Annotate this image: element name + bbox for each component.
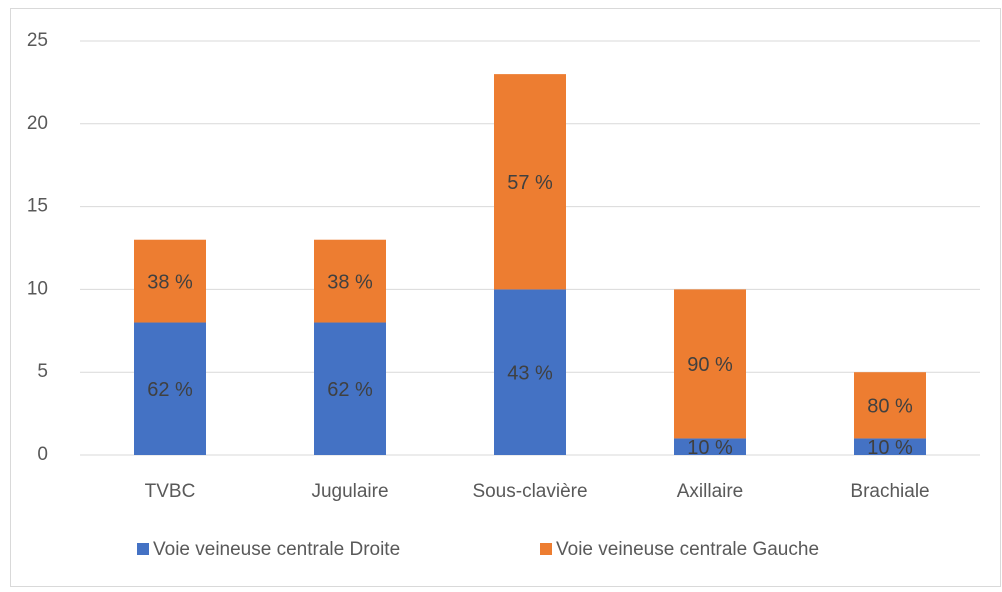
bar-segment <box>854 372 926 439</box>
bar-segment <box>314 322 386 455</box>
x-tick-label: TVBC <box>145 481 196 502</box>
x-tick-label: Brachiale <box>850 481 929 502</box>
data-label: 43 % <box>507 362 553 384</box>
data-label: 62 % <box>327 379 373 401</box>
y-tick-label: 20 <box>27 113 48 134</box>
legend-label: Voie veineuse centrale Gauche <box>556 539 819 560</box>
y-tick-label: 0 <box>37 444 48 465</box>
y-tick-label: 10 <box>27 278 48 299</box>
data-label: 10 % <box>687 437 733 459</box>
bar-segment <box>494 74 566 290</box>
x-tick-label: Axillaire <box>677 481 744 502</box>
data-label: 90 % <box>687 354 733 376</box>
bar-segment <box>494 289 566 455</box>
legend-label: Voie veineuse centrale Droite <box>153 539 400 560</box>
data-label: 10 % <box>867 437 913 459</box>
y-tick-label: 15 <box>27 196 48 217</box>
bar-segment <box>674 438 746 455</box>
y-tick-label: 25 <box>27 30 48 51</box>
legend-swatch <box>137 543 149 555</box>
bar-segment <box>674 289 746 439</box>
legend-swatch <box>540 543 552 555</box>
bar-segment <box>854 438 926 455</box>
bar-segment <box>134 239 206 323</box>
data-label: 57 % <box>507 172 553 194</box>
bar-segment <box>134 322 206 455</box>
data-label: 62 % <box>147 379 193 401</box>
x-tick-label: Jugulaire <box>311 481 388 502</box>
data-label: 38 % <box>147 271 193 293</box>
x-tick-label: Sous-clavière <box>472 481 587 502</box>
data-label: 80 % <box>867 396 913 418</box>
bar-segment <box>314 239 386 323</box>
data-label: 38 % <box>327 271 373 293</box>
y-tick-label: 5 <box>37 361 48 382</box>
